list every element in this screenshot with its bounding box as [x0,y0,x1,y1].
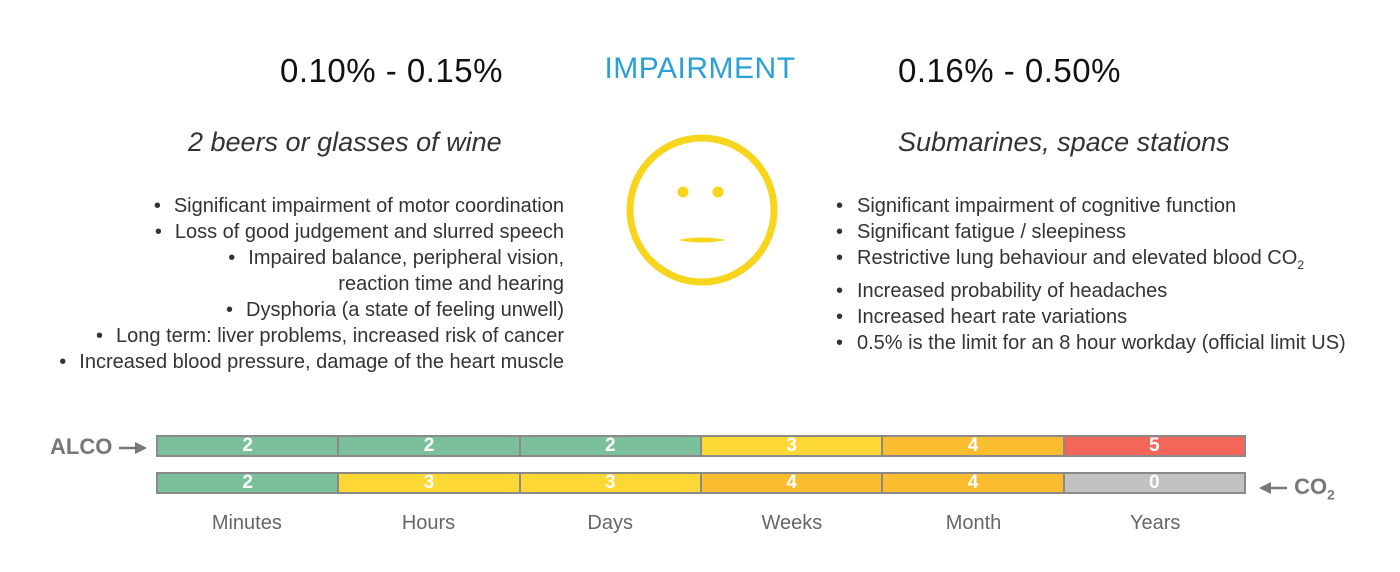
right-subtitle: Submarines, space stations [898,127,1230,157]
alco-segment: 2 [338,435,520,457]
list-item: • Impaired balance, peripheral vision, [59,245,564,271]
bullet-icon: • [836,280,844,302]
alco-segment: 5 [1063,435,1246,457]
list-item-text: Impaired balance, peripheral vision, [248,247,564,269]
timeline-label: Month [945,512,1002,534]
arrow-right-icon [119,442,148,455]
bullet-icon: • [836,306,844,328]
alco-segment: 4 [882,435,1064,457]
alco-segment: 2 [156,435,339,457]
list-item: • Increased probability of headaches [836,278,1346,304]
timeline-label: Years [1129,512,1181,534]
timeline-label: Minutes [211,512,282,534]
left-range: 0.10% - 0.15% [280,52,503,89]
bullet-icon: • [836,195,844,217]
list-item-text: Significant fatigue / sleepiness [857,221,1127,243]
left-effects-list: • Significant impairment of motor coordin… [59,193,564,375]
co2-segment: 4 [700,472,883,494]
right-range: 0.16% - 0.50% [898,52,1121,89]
left-subtitle: 2 beers or glasses of wine [188,127,502,157]
list-item: • Significant impairment of cognitive fun… [836,193,1346,219]
bullet-icon: • [154,221,162,243]
list-item-text: Increased probability of headaches [857,280,1168,302]
timeline-axis: Minutes Hours Days Weeks Month Years [156,512,1246,535]
bullet-icon: • [96,325,104,347]
co2-segment: 0 [1063,472,1246,494]
co2-segment: 3 [338,472,520,494]
bullet-icon: • [228,247,236,269]
alco-segment: 2 [519,435,701,457]
bullet-icon: • [226,299,234,321]
timeline-label: Days [587,512,633,534]
list-item-text: Significant impairment of cognitive func… [857,195,1237,217]
list-item-text: reaction time and hearing [338,273,564,295]
alco-segment: 3 [700,435,883,457]
list-item: • Increased blood pressure, damage of the… [59,349,564,375]
co2-label-text: CO [1294,474,1328,499]
list-item-text: Increased blood pressure, damage of the … [79,351,564,373]
list-item-text: Long term: liver problems, increased ris… [116,325,564,347]
alco-label: ALCO [50,434,148,460]
timeline-label: Weeks [761,512,823,534]
arrow-left-icon [1259,482,1287,495]
bullet-icon: • [59,351,67,373]
co2-label: CO2 [1258,474,1335,502]
list-item-text: Restrictive lung behaviour and elevated … [857,247,1298,269]
list-item: reaction time and hearing [59,271,564,297]
alco-label-text: ALCO [50,434,113,459]
right-effects-list: • Significant impairment of cognitive fun… [836,193,1346,356]
co2-label-subscript: 2 [1327,487,1335,503]
bullet-icon: • [153,195,161,217]
co2-segment: 2 [156,472,339,494]
list-item: • Dysphoria (a state of feeling unwell) [59,297,564,323]
list-item: • Significant impairment of motor coordin… [59,193,564,219]
bullet-icon: • [836,221,844,243]
list-item-text: Increased heart rate variations [857,306,1128,328]
list-item: • 0.5% is the limit for an 8 hour workday… [836,330,1346,356]
bullet-icon: • [836,332,844,354]
list-item-text: 0.5% is the limit for an 8 hour workday … [857,332,1346,354]
list-item-text: Dysphoria (a state of feeling unwell) [246,299,564,321]
list-item-text: Loss of good judgement and slurred speec… [174,221,564,243]
co2-segment: 3 [519,472,701,494]
list-item: • Loss of good judgement and slurred spee… [59,219,564,245]
heading: IMPAIRMENT [604,52,796,85]
list-item-text: Significant impairment of motor coordina… [173,195,564,217]
list-item: • Increased heart rate variations [836,304,1346,330]
list-item: • Significant fatigue / sleepiness [836,219,1346,245]
co2-segment: 4 [882,472,1064,494]
list-item: • Restrictive lung behaviour and elevated… [836,245,1346,278]
neutral-face-icon [626,134,778,286]
timeline-label: Hours [401,512,456,534]
list-item: • Long term: liver problems, increased ri… [59,323,564,349]
list-item-subscript: 2 [1297,258,1305,272]
bullet-icon: • [836,247,844,269]
